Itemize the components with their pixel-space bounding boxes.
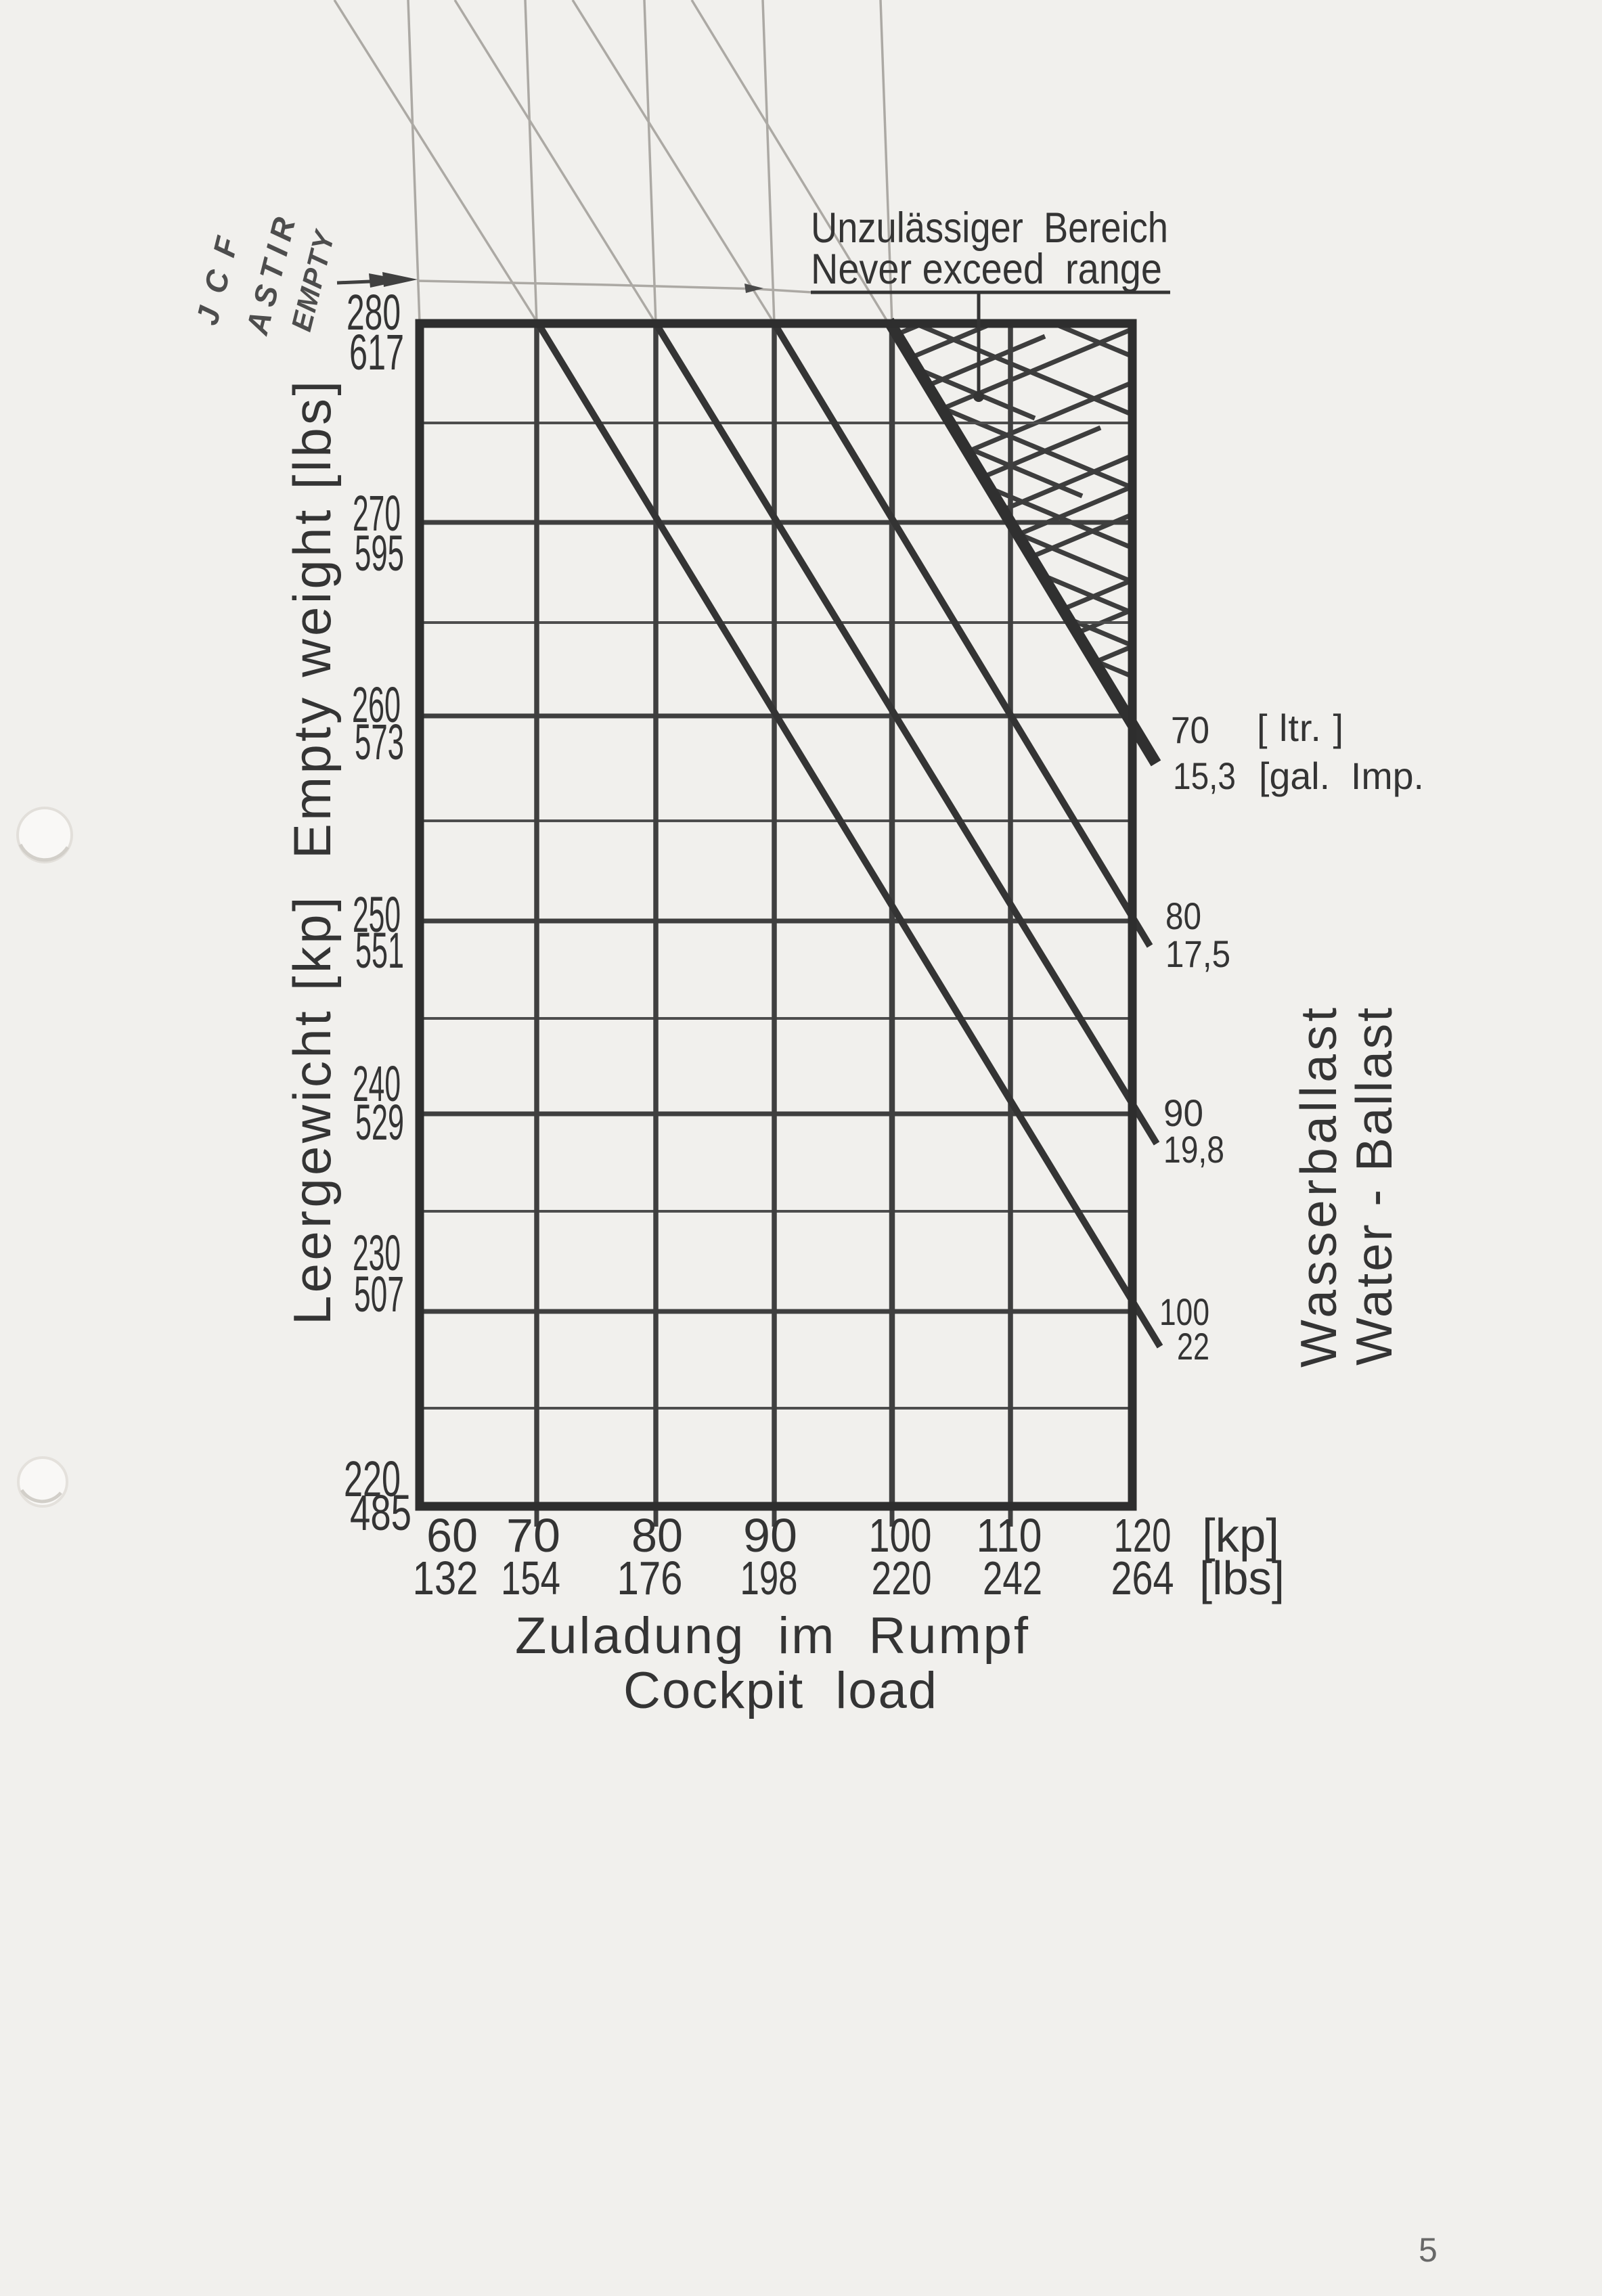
svg-text:220: 220: [344, 1451, 401, 1507]
svg-text:176: 176: [617, 1552, 683, 1604]
svg-text:Zuladung im Rumpf: Zuladung im Rumpf: [515, 1607, 1029, 1665]
svg-text:120: 120: [1114, 1509, 1172, 1562]
svg-text:Water - Ballast: Water - Ballast: [1345, 1008, 1402, 1366]
svg-text:[gal. Imp.: [gal. Imp.: [1259, 755, 1424, 797]
svg-text:80: 80: [631, 1509, 683, 1562]
svg-text:19,8: 19,8: [1163, 1128, 1224, 1171]
svg-text:22: 22: [1177, 1325, 1209, 1368]
svg-text:220: 220: [872, 1552, 932, 1604]
svg-text:154: 154: [501, 1552, 560, 1604]
svg-text:Wasserballast: Wasserballast: [1290, 1008, 1347, 1368]
svg-text:60: 60: [426, 1509, 478, 1562]
svg-text:260: 260: [352, 677, 401, 733]
svg-text:595: 595: [355, 525, 404, 581]
svg-text:Unzulässiger Bereich: Unzulässiger Bereich: [811, 204, 1168, 252]
svg-text:485: 485: [350, 1485, 411, 1541]
svg-text:230: 230: [353, 1225, 401, 1281]
svg-text:240: 240: [353, 1056, 401, 1112]
svg-text:551: 551: [355, 922, 404, 978]
svg-text:70: 70: [506, 1509, 560, 1562]
svg-text:[ ltr. ]: [ ltr. ]: [1257, 706, 1343, 749]
svg-text:110: 110: [977, 1509, 1042, 1562]
svg-text:132: 132: [413, 1552, 479, 1604]
svg-text:Leergewicht [kp] Empty weight: Leergewicht [kp] Empty weight [lbs]: [282, 381, 342, 1325]
svg-text:90: 90: [1163, 1091, 1203, 1134]
svg-text:80: 80: [1165, 895, 1201, 937]
svg-text:507: 507: [354, 1266, 404, 1322]
svg-text:100: 100: [1159, 1290, 1209, 1333]
svg-text:573: 573: [355, 714, 404, 770]
svg-text:15,3: 15,3: [1173, 755, 1236, 797]
svg-text:250: 250: [353, 886, 401, 943]
svg-text:Cockpit load: Cockpit load: [623, 1662, 937, 1719]
svg-text:5: 5: [1419, 2231, 1438, 2269]
svg-text:17,5: 17,5: [1165, 932, 1230, 975]
svg-text:280: 280: [347, 284, 401, 340]
svg-text:Never exceed range: Never exceed range: [811, 246, 1162, 293]
svg-text:264: 264: [1111, 1552, 1174, 1604]
svg-text:[kp]: [kp]: [1202, 1509, 1279, 1562]
svg-text:617: 617: [349, 324, 404, 380]
svg-text:198: 198: [740, 1552, 798, 1604]
svg-text:270: 270: [353, 485, 401, 541]
svg-text:90: 90: [743, 1509, 797, 1562]
svg-text:242: 242: [983, 1552, 1042, 1604]
svg-text:529: 529: [355, 1094, 404, 1150]
svg-text:[lbs]: [lbs]: [1199, 1552, 1285, 1604]
svg-text:100: 100: [869, 1509, 932, 1562]
svg-text:70: 70: [1171, 708, 1209, 751]
